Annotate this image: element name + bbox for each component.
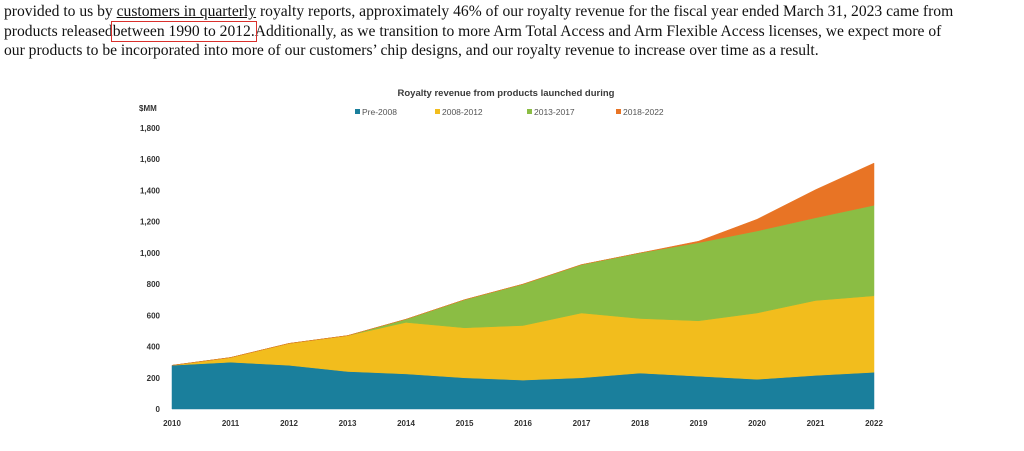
y-tick-label: 1,200: [140, 218, 161, 227]
paragraph-text: products released: [4, 22, 113, 40]
x-tick-label: 2021: [807, 419, 825, 428]
y-tick-label: 200: [147, 374, 161, 383]
body-paragraph: provided to us by customers in quarterly…: [4, 2, 1020, 61]
paragraph-line-1: provided to us by customers in quarterly…: [4, 2, 1020, 22]
x-tick-label: 2015: [456, 419, 474, 428]
x-tick-label: 2019: [690, 419, 708, 428]
y-axis-label: $MM: [139, 104, 157, 113]
x-tick-label: 2013: [339, 419, 357, 428]
x-tick-label: 2016: [514, 419, 532, 428]
x-tick-label: 2011: [222, 419, 240, 428]
y-tick-label: 1,800: [140, 124, 161, 133]
x-tick-label: 2020: [748, 419, 766, 428]
paragraph-text: royalty reports, approximately 46% of ou…: [256, 3, 954, 20]
x-tick-label: 2022: [865, 419, 883, 428]
paragraph-text: Additionally, as we transition to more A…: [254, 22, 942, 40]
paragraph-line-3: our products to be incorporated into mor…: [4, 42, 819, 59]
chart-title: Royalty revenue from products launched d…: [397, 88, 615, 99]
area-series-2018-2022: [171, 162, 875, 366]
legend-swatch: [527, 109, 532, 114]
legend-label: 2018-2022: [623, 107, 664, 117]
legend-label: 2013-2017: [534, 107, 575, 117]
paragraph-text: provided to us by: [4, 3, 117, 20]
x-tick-label: 2018: [631, 419, 649, 428]
y-tick-label: 1,400: [140, 186, 161, 195]
y-tick-label: 1,600: [140, 155, 161, 164]
y-tick-label: 0: [156, 405, 161, 414]
paragraph-line-2: products releasedbetween 1990 to 2012.Ad…: [4, 20, 1020, 42]
x-tick-label: 2017: [573, 419, 591, 428]
legend-label: Pre-2008: [362, 107, 397, 117]
highlighted-text-box: between 1990 to 2012.: [110, 20, 257, 42]
legend-swatch: [616, 109, 621, 114]
underlined-text: customers in quarterly: [116, 3, 257, 20]
legend-label: 2008-2012: [442, 107, 483, 117]
y-tick-label: 600: [147, 311, 161, 320]
y-tick-label: 400: [147, 343, 161, 352]
legend-swatch: [355, 109, 360, 114]
legend-swatch: [435, 109, 440, 114]
x-tick-label: 2014: [397, 419, 415, 428]
y-tick-label: 1,000: [140, 249, 161, 258]
x-tick-label: 2012: [280, 419, 298, 428]
x-tick-label: 2010: [163, 419, 181, 428]
y-tick-label: 800: [147, 280, 161, 289]
